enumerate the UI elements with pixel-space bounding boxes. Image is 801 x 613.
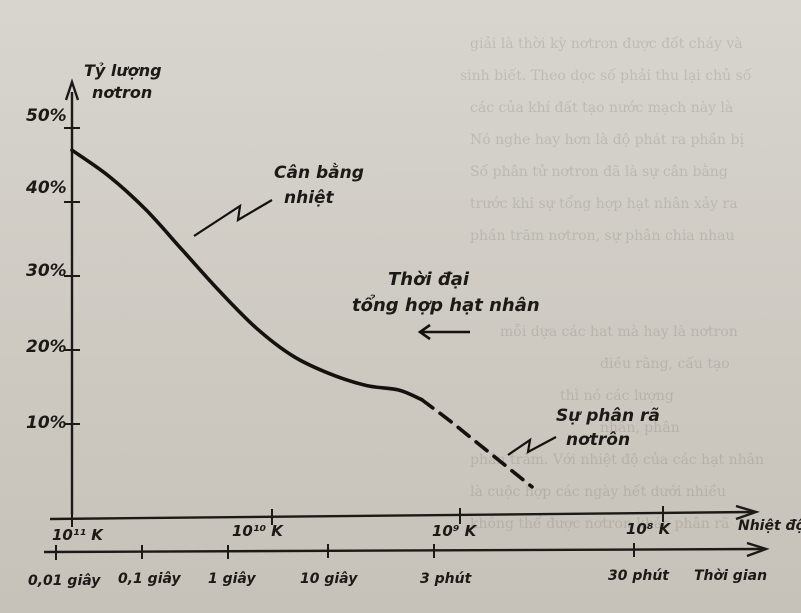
svg-text:phần trăm. Với nhiệt độ của cá: phần trăm. Với nhiệt độ của các hạt nhân bbox=[470, 451, 764, 468]
temperature-axis-title: Nhiệt độ bbox=[738, 518, 801, 534]
svg-text:thì nó các lượng: thì nó các lượng bbox=[560, 388, 674, 404]
neutron-curve-dashed bbox=[419, 397, 534, 489]
y-tick-label: 50% bbox=[26, 106, 67, 126]
y-tick-label: 10% bbox=[26, 413, 67, 433]
neutron-curve-solid bbox=[70, 148, 424, 402]
svg-text:mỗi dựa các hat mà hay là nơtr: mỗi dựa các hat mà hay là nơtron bbox=[500, 323, 738, 340]
temp-tick-label: 10⁸ K bbox=[626, 520, 672, 538]
x-axis-time-arrow bbox=[746, 541, 770, 558]
svg-text:trước khi sự tổng hợp hạt nhân: trước khi sự tổng hợp hạt nhân xảy ra bbox=[470, 194, 738, 212]
svg-text:giải là thời kỳ nơtron được đố: giải là thời kỳ nơtron được đốt cháy và bbox=[470, 35, 743, 52]
time-tick-label: 1 giây bbox=[208, 571, 256, 587]
annotation-thermal-equilibrium: Cân bằng nhiệt bbox=[193, 162, 370, 237]
time-tick-label: 0,01 giây bbox=[28, 573, 101, 589]
y-tick-marks bbox=[64, 127, 80, 425]
annotation-leader-line bbox=[193, 199, 273, 237]
svg-text:điều rằng, cấu tạo: điều rằng, cấu tạo bbox=[600, 354, 730, 372]
temperature-ticks bbox=[71, 506, 664, 527]
temp-tick-label: 10¹⁰ K bbox=[232, 522, 284, 540]
annotation-neutron-decay: Sự phân rã nơtrôn bbox=[507, 406, 666, 456]
x-axis-time bbox=[43, 547, 763, 554]
annotation-nucleosynthesis-era: Thời đại tổng hợp hạt nhân bbox=[352, 269, 540, 341]
svg-text:không thể được nơtron khác phâ: không thể được nơtron khác phân rã bbox=[470, 514, 729, 532]
temp-tick-label: 10¹¹ K bbox=[52, 526, 104, 544]
time-axis-title: Thời gian bbox=[694, 568, 767, 584]
y-tick-label: 40% bbox=[25, 178, 67, 198]
svg-text:Thời đại tổng hợp hạt nh: Thời đại tổng hợp hạt nhân bbox=[352, 269, 540, 316]
double-arrow-icon bbox=[417, 323, 470, 341]
svg-text:Nó nghe hay hơn là độ phát ra: Nó nghe hay hơn là độ phát ra phần bị bbox=[470, 131, 744, 148]
svg-text:Cân bằng nhiệt: Cân bằng nhiệt bbox=[274, 162, 370, 208]
time-ticks bbox=[55, 543, 635, 560]
y-tick-label: 20% bbox=[26, 337, 67, 357]
annotation-leader-line bbox=[507, 436, 557, 456]
axes bbox=[43, 78, 770, 558]
svg-text:Số phân tử nơtron đã là sự cân: Số phân tử nơtron đã là sự cân bằng bbox=[470, 162, 728, 180]
x-axis-temperature bbox=[49, 510, 753, 521]
time-tick-labels: 0,01 giây 0,1 giây 1 giây 10 giây 3 phút… bbox=[28, 568, 670, 589]
time-tick-label: 10 giây bbox=[300, 571, 358, 587]
x-axis-temperature-arrow bbox=[735, 504, 760, 521]
svg-text:sinh biết. Theo dọc số phải th: sinh biết. Theo dọc số phải thu lại chủ … bbox=[460, 67, 752, 84]
svg-text:nhân, phân: nhân, phân bbox=[600, 420, 680, 436]
y-axis-title: Tỷ lượng nơtron bbox=[84, 61, 167, 102]
time-tick-label: 30 phút bbox=[608, 568, 670, 584]
svg-text:là cuộc hợp các ngày hết dưới: là cuộc hợp các ngày hết dưới nhiều bbox=[470, 483, 726, 500]
time-tick-label: 3 phút bbox=[420, 571, 473, 587]
svg-text:các của khí đất tạo nước mạch: các của khí đất tạo nước mạch này là bbox=[470, 99, 733, 116]
y-tick-label: 30% bbox=[26, 261, 67, 281]
temperature-tick-labels: 10¹¹ K 10¹⁰ K 10⁹ K 10⁸ K bbox=[52, 520, 672, 544]
y-tick-labels: 50% 40% 30% 20% 10% bbox=[25, 106, 67, 433]
temp-tick-label: 10⁹ K bbox=[432, 522, 478, 540]
svg-text:phần trăm nơtron, sự phân chia: phần trăm nơtron, sự phân chia nhau bbox=[470, 227, 735, 244]
y-axis-arrow bbox=[64, 78, 80, 101]
svg-text:Sự phân rã nơtrôn: Sự phân rã nơtrôn bbox=[556, 406, 666, 450]
background-page-text: giải là thời kỳ nơtron được đốt cháy và … bbox=[460, 35, 764, 532]
time-tick-label: 0,1 giây bbox=[118, 571, 182, 587]
